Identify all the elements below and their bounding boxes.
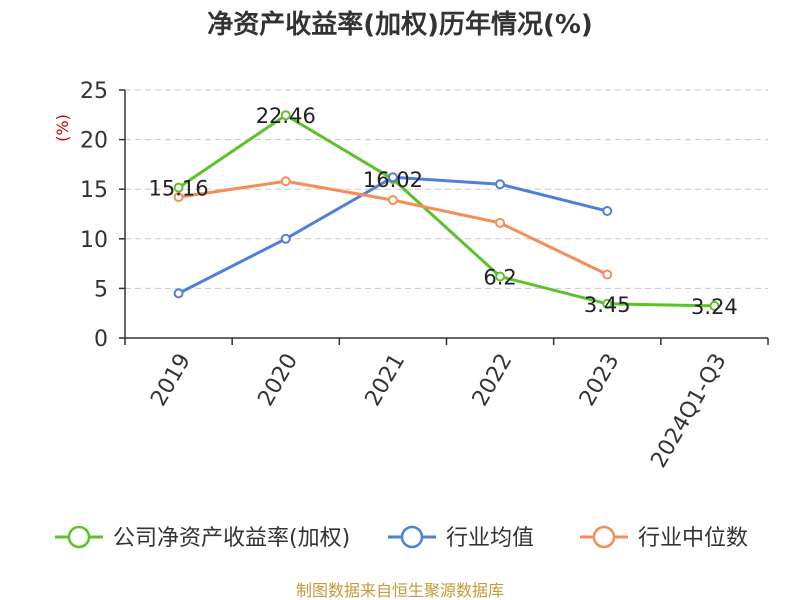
y-tick-label-10: 10 — [80, 228, 108, 253]
data-point-2-1[interactable] — [280, 176, 291, 187]
data-point-0-1[interactable] — [280, 110, 291, 121]
data-point-0-0[interactable] — [173, 182, 184, 193]
legend-label-0: 公司净资产收益率(加权) — [113, 526, 350, 551]
data-label-1: 22.46 — [256, 104, 316, 128]
grid-lines — [125, 89, 768, 289]
x-tick-label-2022: 2022 — [468, 350, 518, 411]
data-label-3: 6.2 — [483, 265, 516, 289]
x-tick-label-2020: 2020 — [253, 350, 303, 411]
y-axis-label: (%) — [53, 114, 72, 142]
data-labels: 15.16 22.46 16.02 6.2 3.45 3.24 — [149, 104, 738, 319]
data-label-4: 3.45 — [584, 293, 631, 317]
data-point-1-1[interactable] — [280, 233, 291, 244]
legend[interactable]: 公司净资产收益率(加权) 行业均值 行业中位数 — [55, 525, 748, 551]
data-point-1-0[interactable] — [173, 288, 184, 299]
data-point-2-2[interactable] — [387, 195, 398, 206]
legend-marker-1 — [400, 525, 424, 549]
series-1 — [173, 172, 613, 299]
x-tick-label-2024Q1-Q3: 2024Q1-Q3 — [646, 350, 731, 473]
data-point-2-4[interactable] — [602, 269, 613, 280]
series-line-1 — [177, 175, 608, 295]
data-point-2-3[interactable] — [495, 217, 506, 228]
y-tick-label-0: 0 — [94, 327, 108, 352]
series-lines — [173, 110, 720, 311]
data-label-5: 3.24 — [691, 295, 738, 319]
data-point-1-3[interactable] — [495, 179, 506, 190]
data-point-1-4[interactable] — [602, 206, 613, 217]
x-tick-label-2021: 2021 — [361, 350, 411, 411]
y-tick-label-15: 15 — [80, 178, 108, 203]
legend-item-1[interactable]: 行业均值 — [388, 525, 534, 551]
y-tick-label-25: 25 — [80, 79, 108, 104]
axes — [119, 89, 769, 345]
data-point-0-3[interactable] — [495, 271, 506, 282]
chart-title: 净资产收益率(加权)历年情况(%) — [207, 9, 593, 40]
x-tick-label-2019: 2019 — [146, 350, 196, 411]
series-line-0 — [177, 113, 715, 308]
legend-item-2[interactable]: 行业中位数 — [580, 525, 748, 551]
legend-label-2: 行业中位数 — [638, 526, 748, 551]
legend-marker-0 — [67, 525, 91, 549]
legend-item-0[interactable]: 公司净资产收益率(加权) — [55, 525, 350, 551]
data-label-0: 15.16 — [149, 177, 209, 201]
y-tick-label-20: 20 — [80, 129, 108, 154]
y-tick-labels: 0 5 10 15 20 25 — [80, 79, 108, 352]
data-label-2: 16.02 — [363, 168, 423, 192]
data-point-0-4[interactable] — [602, 298, 613, 309]
data-point-2-0[interactable] — [173, 192, 184, 203]
x-tick-labels: 2019 2020 2021 2022 2023 2024Q1-Q3 — [146, 350, 731, 473]
source-note: 制图数据来自恒生聚源数据库 — [296, 581, 504, 600]
y-tick-label-5: 5 — [94, 277, 108, 302]
x-tick-label-2023: 2023 — [575, 350, 625, 411]
legend-label-1: 行业均值 — [446, 526, 534, 551]
data-point-0-5[interactable] — [709, 300, 720, 311]
series-2 — [173, 176, 613, 280]
legend-marker-2 — [592, 525, 616, 549]
data-point-1-2[interactable] — [387, 172, 398, 183]
